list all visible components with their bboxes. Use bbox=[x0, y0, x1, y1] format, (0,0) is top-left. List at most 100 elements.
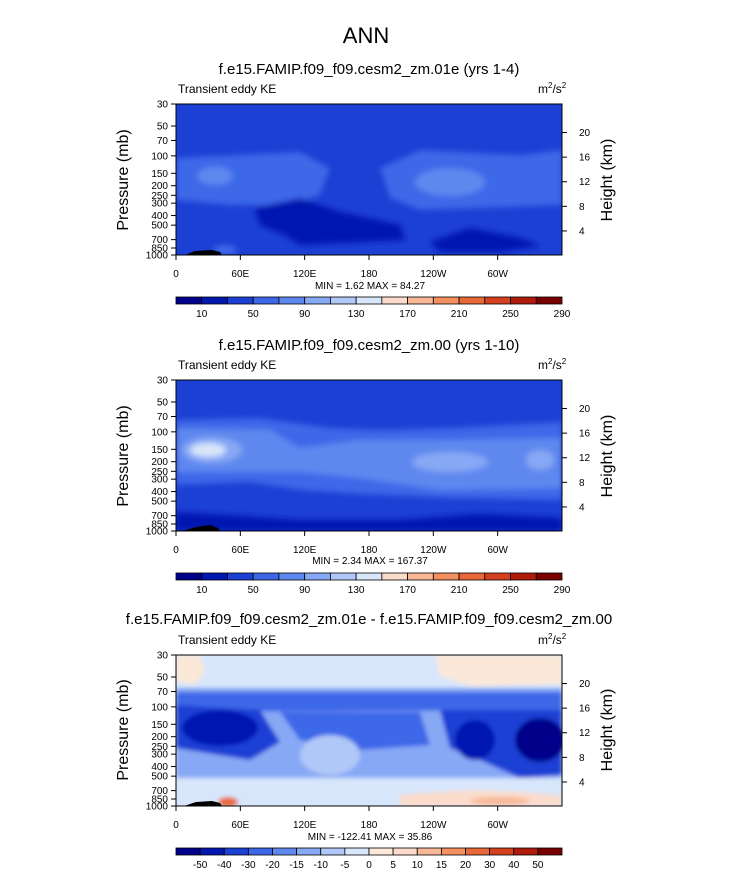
panel-2-ylabel: Pressure (mb) bbox=[115, 405, 132, 506]
panel-1-colorbar-box bbox=[304, 296, 331, 305]
panel-3-colorbar-label: -20 bbox=[265, 860, 280, 871]
panel-1-height-label: 12 bbox=[579, 177, 591, 188]
panel-1-pressure-label: 250 bbox=[151, 191, 168, 202]
panel-1-colorbar-box bbox=[458, 296, 486, 305]
panel-3-pressure-label: 200 bbox=[151, 732, 168, 743]
panel-3-colorbar-box bbox=[392, 847, 418, 856]
panel-3-colorbar-label: 15 bbox=[436, 860, 448, 871]
panel-3-colorbar-box bbox=[199, 847, 225, 856]
panel-1-low-ke-right bbox=[430, 228, 540, 252]
panel-3-surface-positive-east bbox=[470, 797, 530, 805]
panel-2-lon-label: 120W bbox=[420, 545, 447, 556]
panel-1-height-label: 20 bbox=[579, 128, 591, 139]
panel-2-colorbar-label: 250 bbox=[502, 585, 519, 596]
panel-1-colorbar-box bbox=[381, 296, 409, 305]
panel-3-colorbar-box bbox=[416, 847, 442, 856]
panel-1-lon-label: 180 bbox=[361, 269, 378, 280]
panel-3-colorbar-box bbox=[320, 847, 346, 856]
panel-3-units: m2/s2 bbox=[538, 632, 567, 647]
panel-1-low-ke-trough bbox=[255, 198, 405, 245]
panel-3-colorbar-label: 5 bbox=[390, 860, 396, 871]
panel-3-colorbar-label: 20 bbox=[460, 860, 472, 871]
panel-2: f.e15.FAMIP.f09_f09.cesm2_zm.00 (yrs 1-1… bbox=[115, 337, 616, 596]
panel-2-colorbar-label: 10 bbox=[196, 585, 208, 596]
panel-1-pressure-label: 50 bbox=[157, 121, 169, 132]
panel-3-positive-top-left bbox=[176, 655, 205, 684]
panel-3-pressure-label: 150 bbox=[151, 720, 168, 731]
panel-1-colorbar-box bbox=[535, 296, 563, 305]
panel-3-pressure-label: 700 bbox=[151, 786, 168, 797]
panel-3-colorbar-box bbox=[247, 847, 273, 856]
panel-1-lon-label: 0 bbox=[173, 269, 179, 280]
panel-1-colorbar-box bbox=[510, 296, 537, 305]
panel-1-colorbar-label: 170 bbox=[399, 309, 416, 320]
panel-1-height-label: 16 bbox=[579, 153, 591, 164]
panel-3-negative-band bbox=[176, 692, 562, 712]
panel-2-colorbar-box bbox=[432, 572, 460, 581]
panel-3-colorbar-box bbox=[344, 847, 370, 856]
panel-1-contour-upper-left bbox=[176, 152, 330, 205]
panel-1-lon-label: 120E bbox=[293, 269, 317, 280]
panel-2-colorbar-box bbox=[535, 572, 563, 581]
page-title: ANN bbox=[343, 23, 389, 48]
panel-1-pressure-label: 30 bbox=[157, 100, 169, 111]
panel-2-colorbar-label: 90 bbox=[299, 585, 311, 596]
panel-1-pressure-label: 300 bbox=[151, 199, 168, 210]
panel-2-y2label: Height (km) bbox=[599, 415, 616, 498]
panel-1-colorbar-label: 250 bbox=[502, 309, 519, 320]
panel-2-height-label: 4 bbox=[579, 502, 585, 513]
panel-2-colorbar-label: 50 bbox=[248, 585, 260, 596]
panel-2-colorbar-label: 210 bbox=[451, 585, 468, 596]
panel-2-colorbar-box bbox=[175, 572, 203, 581]
panel-3-pressure-label: 100 bbox=[151, 702, 168, 713]
panel-1-lon-label: 60W bbox=[487, 269, 508, 280]
panel-2-pressure-label: 70 bbox=[157, 412, 169, 423]
panel-3-colorbar-label: -15 bbox=[289, 860, 304, 871]
panel-1-pressure-label: 700 bbox=[151, 235, 168, 246]
panel-2-pressure-label: 250 bbox=[151, 467, 168, 478]
panel-3: f.e15.FAMIP.f09_f09.cesm2_zm.01e - f.e15… bbox=[115, 611, 616, 871]
panel-1: f.e15.FAMIP.f09_f09.cesm2_zm.01e (yrs 1-… bbox=[115, 61, 616, 320]
panel-1-pressure-label: 400 bbox=[151, 211, 168, 222]
panel-3-lon-label: 120W bbox=[420, 820, 447, 831]
panel-2-pressure-label: 500 bbox=[151, 497, 168, 508]
panel-2-lon-label: 60E bbox=[231, 545, 249, 556]
panel-2-pressure-label: 200 bbox=[151, 457, 168, 468]
panel-2-lon-label: 60W bbox=[487, 545, 508, 556]
panel-3-lon-label: 120E bbox=[293, 820, 317, 831]
panel-2-pressure-label: 150 bbox=[151, 445, 168, 456]
panel-2-colorbar-box bbox=[381, 572, 409, 581]
panel-3-colorbar-label: 30 bbox=[484, 860, 496, 871]
panel-2-colorbar-box bbox=[329, 572, 357, 581]
panel-2-colorbar-box bbox=[252, 572, 280, 581]
panel-3-colorbar-label: -10 bbox=[314, 860, 329, 871]
panel-3-pressure-label: 50 bbox=[157, 672, 169, 683]
panel-3-height-label: 20 bbox=[579, 679, 591, 690]
panel-3-colorbar-box bbox=[272, 847, 298, 856]
panel-1-pressure-label: 500 bbox=[151, 221, 168, 232]
panel-2-jet-core-west-inner bbox=[190, 443, 226, 457]
panel-1-colorbar-box bbox=[278, 296, 306, 305]
panel-2-pressure-label: 850 bbox=[151, 520, 168, 531]
panel-1-pressure-label: 1000 bbox=[146, 251, 169, 262]
panel-3-pressure-label: 250 bbox=[151, 742, 168, 753]
panel-3-variable-label: Transient eddy KE bbox=[178, 633, 276, 647]
panel-1-colorbar-box bbox=[201, 296, 228, 305]
panel-1-topography bbox=[185, 250, 222, 255]
panel-2-colorbar-box bbox=[355, 572, 383, 581]
panel-3-colorbar-label: 50 bbox=[532, 860, 544, 871]
panel-2-pressure-label: 100 bbox=[151, 427, 168, 438]
panel-2-colorbar-label: 170 bbox=[399, 585, 416, 596]
panel-1-units: m2/s2 bbox=[538, 81, 567, 96]
panel-1-colorbar-box bbox=[432, 296, 460, 305]
panel-2-field bbox=[176, 380, 562, 531]
panel-2-pressure-label: 300 bbox=[151, 475, 168, 486]
panel-3-stats: MIN = -122.41 MAX = 35.86 bbox=[308, 832, 433, 843]
panel-2-colorbar-box bbox=[407, 572, 434, 581]
panel-2-pressure-label: 1000 bbox=[146, 527, 169, 538]
panel-2-jet-core-east bbox=[412, 452, 488, 472]
panel-3-colorbar-box bbox=[465, 847, 491, 856]
panel-1-pressure-label: 200 bbox=[151, 181, 168, 192]
panel-2-low-ke-surface bbox=[176, 512, 562, 531]
